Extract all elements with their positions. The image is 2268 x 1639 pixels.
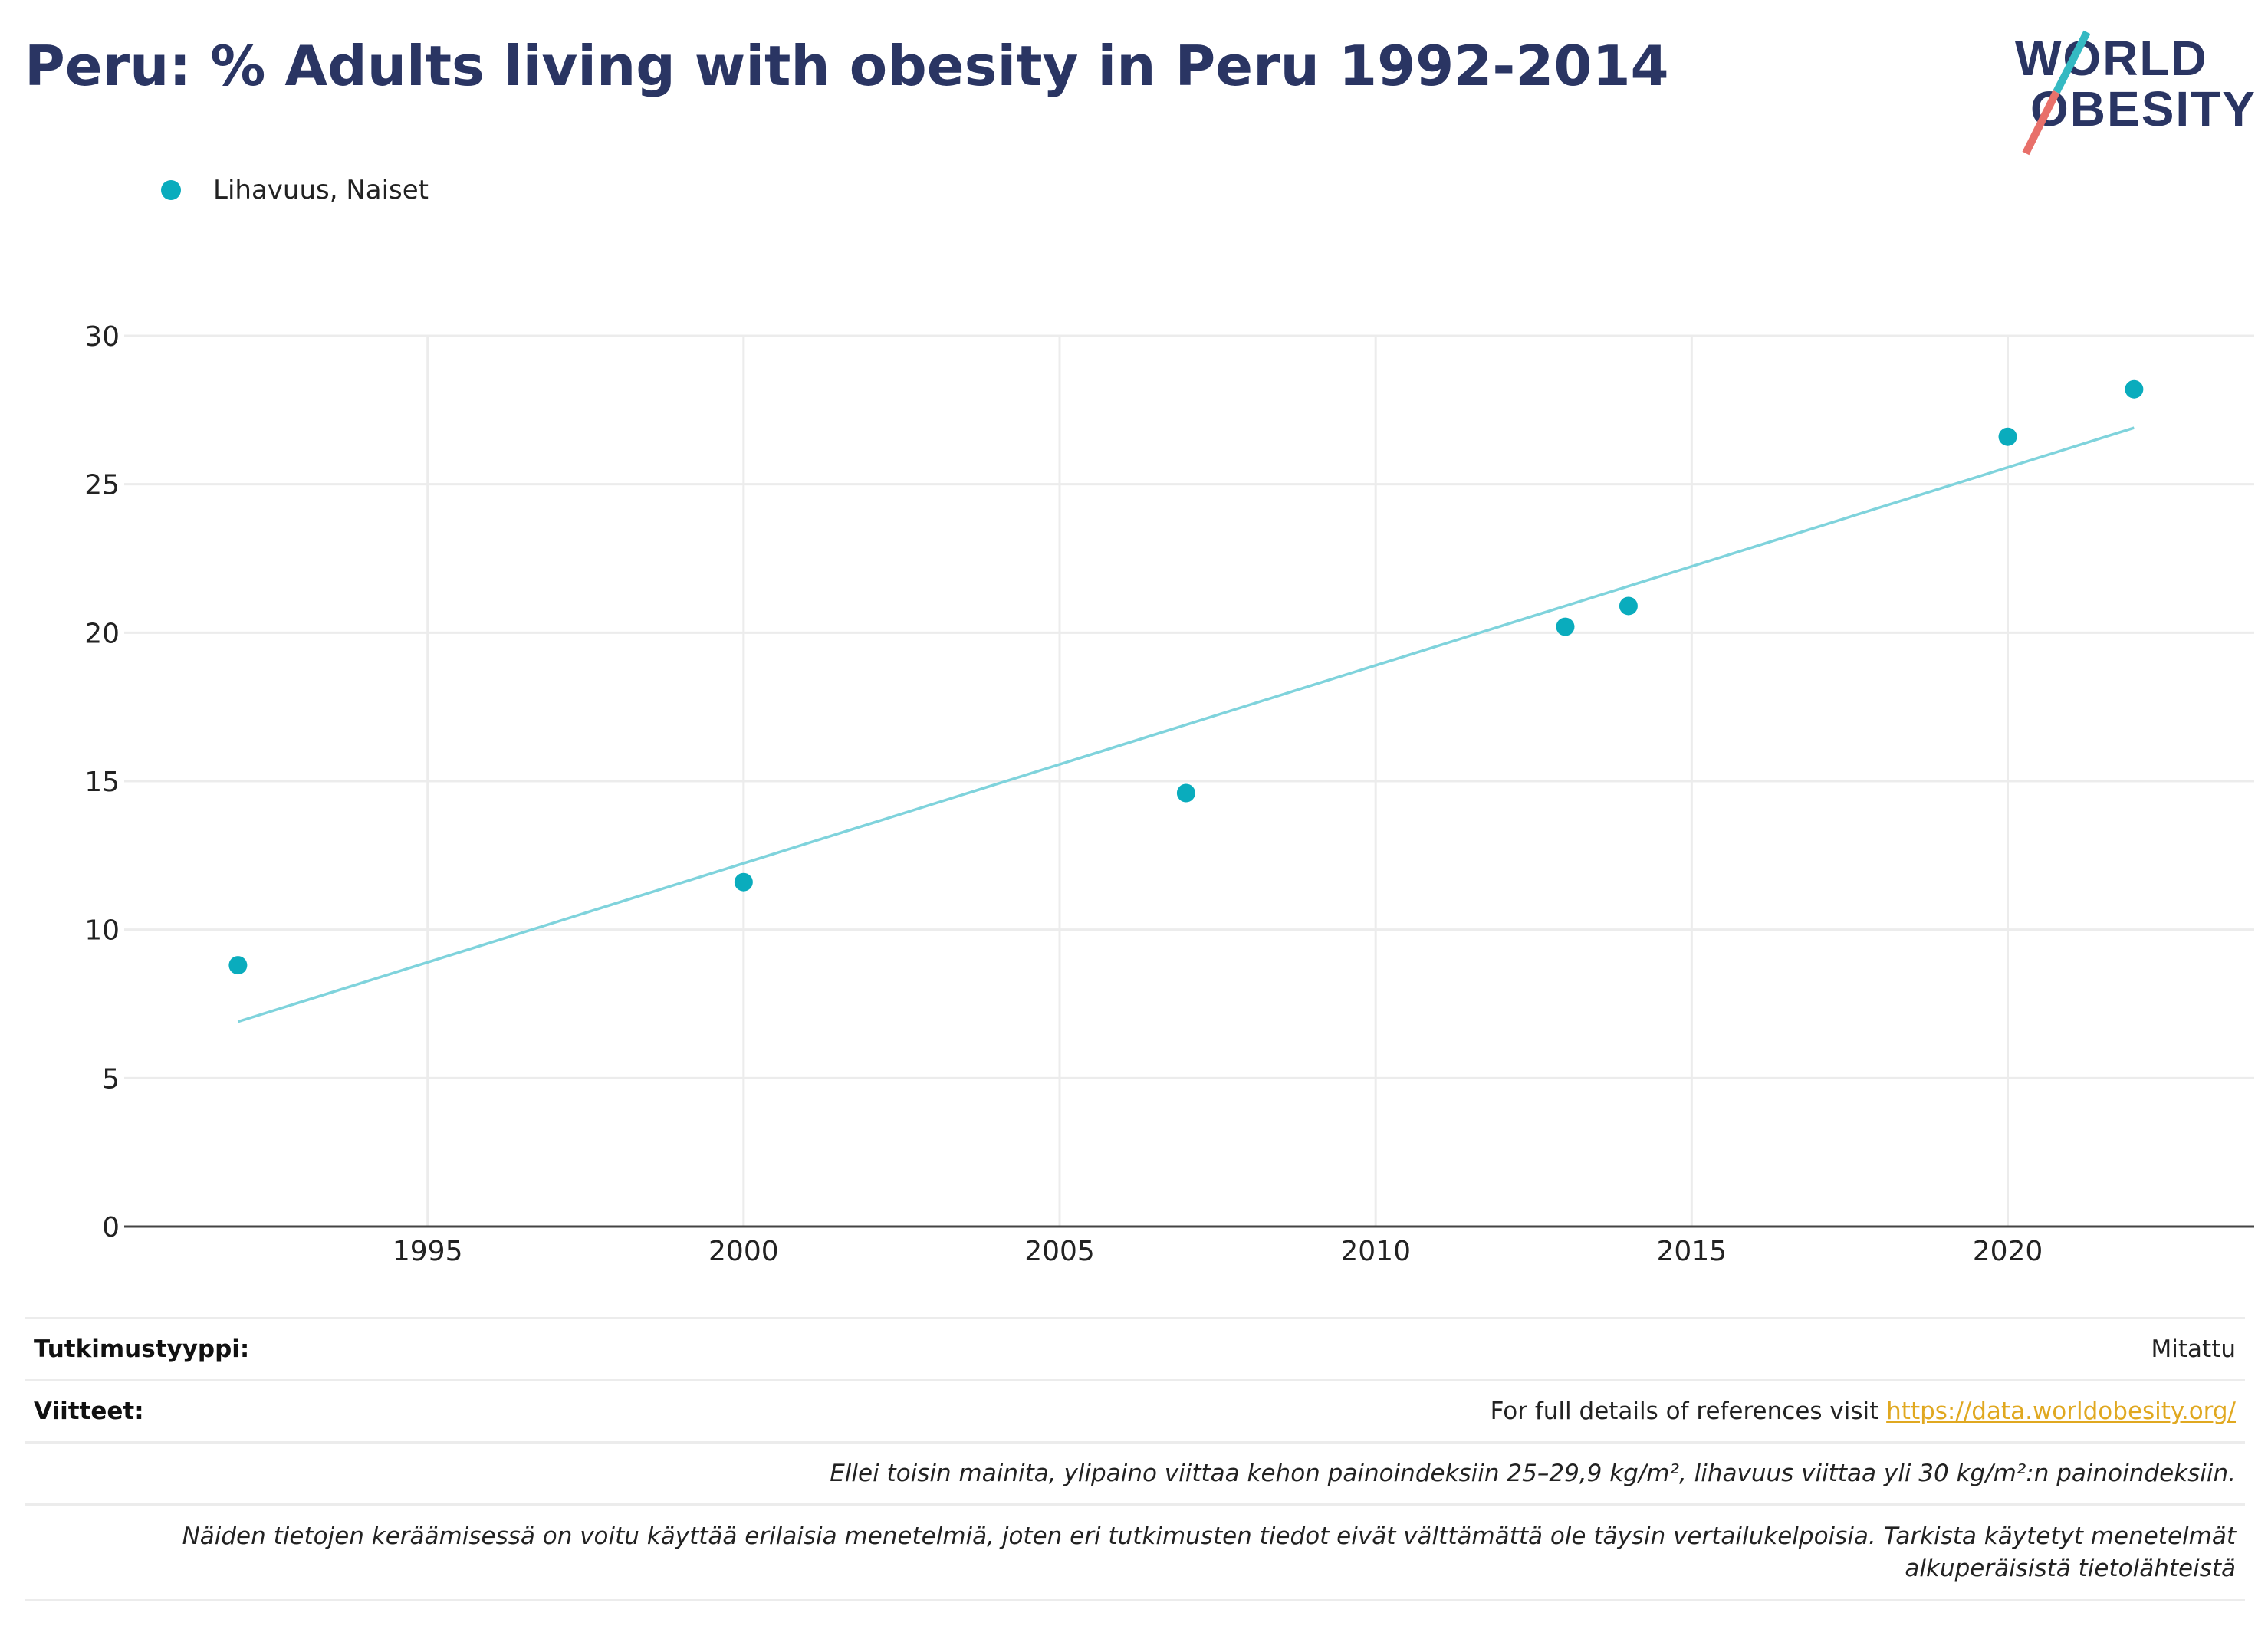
world-obesity-logo: WORLD OBESITY: [2015, 30, 2254, 156]
data-point: [1556, 617, 1575, 636]
x-tick-label: 2020: [1973, 1236, 2043, 1267]
trendline: [237, 426, 2135, 1023]
info-table: Tutkimustyyppi: Mitattu Viitteet: For fu…: [25, 1317, 2245, 1601]
y-tick-label: 20: [84, 618, 120, 649]
references-link[interactable]: https://data.worldobesity.org/: [1886, 1398, 2236, 1425]
bmi-definition-note: Ellei toisin mainita, ylipaino viittaa k…: [25, 1441, 2245, 1506]
note-row-2: Näiden tietojen keräämisessä on voitu kä…: [25, 1503, 2245, 1601]
logo-slash-bottom: [2022, 90, 2060, 156]
y-tick-label: 30: [84, 321, 120, 353]
data-point: [1176, 783, 1195, 803]
references-text: For full details of references visit: [1490, 1398, 1887, 1425]
data-points: [228, 379, 2144, 975]
references-row: Viitteet: For full details of references…: [25, 1379, 2245, 1444]
data-point: [2125, 379, 2144, 399]
x-tick-label: 2015: [1657, 1236, 1727, 1267]
data-point: [1619, 596, 1638, 616]
logo-text-world: WORLD: [2015, 31, 2208, 86]
gridlines: [124, 334, 2254, 1227]
x-tick-label: 1995: [393, 1236, 463, 1267]
study-type-row: Tutkimustyyppi: Mitattu: [25, 1317, 2245, 1381]
trendline-layer: [237, 426, 2135, 1023]
references-label: Viitteet:: [25, 1379, 503, 1444]
methods-note: Näiden tietojen keräämisessä on voitu kä…: [25, 1503, 2245, 1601]
y-tick-label: 15: [84, 767, 120, 798]
x-tick-label: 2010: [1340, 1236, 1411, 1267]
data-point: [734, 872, 753, 892]
logo-text-obesity: OBESITY: [2030, 81, 2254, 136]
y-tick-label: 5: [102, 1063, 120, 1095]
legend-label: Lihavuus, Naiset: [213, 175, 429, 205]
scatter-chart: 0 5 10 15 20 25 30 1995 2000 2005 2010 2015 2020: [84, 321, 2254, 1267]
data-point: [1998, 427, 2017, 446]
study-type-label: Tutkimustyyppi:: [25, 1317, 503, 1381]
y-tick-label: 10: [84, 915, 120, 947]
chart-title: Peru: % Adults living with obesity in Pe…: [25, 34, 1669, 98]
y-tick-label: 25: [84, 470, 120, 501]
legend[interactable]: Lihavuus, Naiset: [161, 175, 429, 205]
tick-labels: 0 5 10 15 20 25 30 1995 2000 2005 2010 2015 2020: [84, 321, 2043, 1267]
y-tick-label: 0: [102, 1212, 120, 1243]
logo-slash-top: [2053, 30, 2091, 94]
note-row-1: Ellei toisin mainita, ylipaino viittaa k…: [25, 1441, 2245, 1506]
x-tick-label: 2005: [1024, 1236, 1095, 1267]
x-tick-label: 2000: [708, 1236, 779, 1267]
study-type-value: Mitattu: [503, 1317, 2245, 1381]
references-value: For full details of references visit htt…: [503, 1379, 2245, 1444]
data-point: [228, 956, 248, 975]
legend-marker: [161, 180, 181, 200]
